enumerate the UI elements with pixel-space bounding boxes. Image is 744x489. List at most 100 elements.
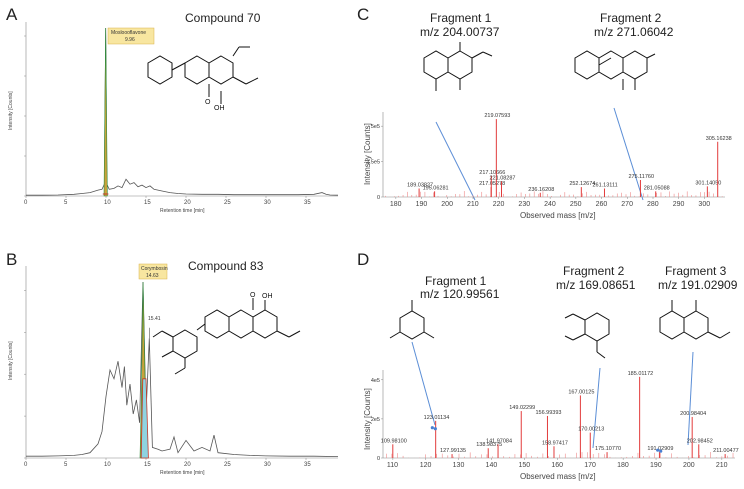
panel-b-xlabel: Retention time [min] xyxy=(160,470,205,476)
x-tick-label: 210 xyxy=(467,201,479,208)
peak-label: 236.16208 xyxy=(528,187,554,193)
panel-b-letter: B xyxy=(6,250,17,269)
peak-label: 109.98100 xyxy=(381,438,407,444)
panel-c-letter: C xyxy=(357,5,369,24)
peak-label: 202.98452 xyxy=(687,438,713,444)
panel-d-frag3-line2: m/z 191.02909 xyxy=(658,278,738,292)
fragment-marker xyxy=(430,426,434,430)
x-tick-label: 35 xyxy=(304,200,311,206)
x-tick-label: 5 xyxy=(64,462,68,468)
panel-c-frag2-line2: m/z 271.06042 xyxy=(594,25,674,39)
panel-a-callout-rt: 9.96 xyxy=(125,37,135,43)
panel-c-frag2-line1: Fragment 2 xyxy=(600,11,662,25)
peak-label: 138.98375 xyxy=(476,442,502,448)
peak-label: 167.00125 xyxy=(568,389,594,395)
panel-b-ylabel: Intensity [Counts] xyxy=(8,341,14,380)
panel-c-y-ticks: 0 2.5e5 5e5 xyxy=(366,124,383,201)
panel-d-frag3-line1: Fragment 3 xyxy=(665,264,727,278)
peak-label: 281.05088 xyxy=(644,185,670,191)
panel-c-frag1-line2: m/z 204.00737 xyxy=(420,25,500,39)
x-tick-label: 25 xyxy=(224,200,231,206)
panel-c-fragment1-pointer xyxy=(435,121,476,201)
x-tick-label: 190 xyxy=(650,462,662,469)
panel-b-structure xyxy=(152,298,301,375)
panel-a-axes: 0 5 10 15 20 25 30 35 xyxy=(24,22,338,206)
panel-a-x-ticks: 0 5 10 15 20 25 30 35 xyxy=(24,196,311,206)
x-tick-label: 120 xyxy=(420,462,432,469)
panel-a-y-gridticks xyxy=(24,35,26,197)
peak-label: 191.02909 xyxy=(647,446,673,452)
x-tick-label: 0 xyxy=(24,462,28,468)
x-tick-label: 10 xyxy=(104,462,111,468)
x-tick-label: 20 xyxy=(184,462,191,468)
panel-d-x-ticks: 110 120 130 140 150 160 170 180 190 200 210 xyxy=(387,458,728,469)
peak-label: 217.05278 xyxy=(479,181,505,187)
panel-c-xlabel: Observed mass [m/z] xyxy=(520,211,596,220)
y-tick-label: 2.5e5 xyxy=(366,160,380,166)
panel-b-axes: 0 5 10 15 20 25 30 35 xyxy=(24,266,338,468)
panel-d-fragment3-structure xyxy=(659,300,731,340)
panel-b-chromatogram xyxy=(26,281,339,459)
panel-c-ylabel: Intensity [Counts] xyxy=(363,123,372,185)
x-tick-label: 250 xyxy=(570,201,582,208)
x-tick-label: 130 xyxy=(453,462,465,469)
panel-d-spectrum: 109.98100 123.01134 127.99135 138.98375141.… xyxy=(381,371,739,458)
panel-c-fragment2-structure xyxy=(574,50,656,90)
peak-label: 123.01134 xyxy=(424,415,450,421)
panel-d-fragment1-pointer xyxy=(411,341,436,426)
peak-label: 185.01172 xyxy=(628,371,654,377)
x-tick-label: 30 xyxy=(264,200,271,206)
panel-a-letter: A xyxy=(6,5,18,24)
x-tick-label: 280 xyxy=(647,201,659,208)
panel-c-x-ticks: 180 190 200 210 220 230 240 250 260 270 280 290 300 xyxy=(390,197,710,208)
peak-label: 175.10770 xyxy=(595,446,621,452)
panel-c-fragment1-structure xyxy=(423,42,493,91)
panel-c-frag1-line1: Fragment 1 xyxy=(430,11,492,25)
fragment-marker xyxy=(433,427,437,431)
panel-a-ylabel: Intensity [Counts] xyxy=(8,91,14,130)
peak-label: 195.06281 xyxy=(423,185,449,191)
highlighted-peak xyxy=(103,27,108,197)
peak-label: 211.00477 xyxy=(713,448,739,454)
panel-c-axes: 0 2.5e5 5e5 180 190 200 210 220 230 240 250 260 270… xyxy=(366,112,725,208)
panel-a-chromatogram xyxy=(26,27,339,197)
panel-c: C Fragment 1 m/z 204.00737 Fragment 2 m/… xyxy=(357,5,732,220)
panel-a-oxo: O xyxy=(205,99,211,106)
x-tick-label: 30 xyxy=(264,462,271,468)
panel-d-xlabel: Observed mass [m/z] xyxy=(520,472,596,481)
x-tick-label: 260 xyxy=(596,201,608,208)
panel-b-callout-box xyxy=(138,263,168,280)
panel-b-x-ticks: 0 5 10 15 20 25 30 35 xyxy=(24,458,311,468)
x-tick-label: 150 xyxy=(518,462,530,469)
y-tick-label: 0 xyxy=(377,195,380,201)
x-tick-label: 240 xyxy=(544,201,556,208)
panel-a-callout: Mosloooflavone 9.96 xyxy=(107,27,155,45)
panel-d-ylabel: Intensity [Counts] xyxy=(363,388,372,450)
x-tick-label: 270 xyxy=(621,201,633,208)
x-tick-label: 300 xyxy=(698,201,710,208)
x-tick-label: 20 xyxy=(184,200,191,206)
x-tick-label: 190 xyxy=(416,201,428,208)
peak-label: 217.10666 xyxy=(479,170,505,176)
x-tick-label: 15 xyxy=(144,462,151,468)
peak-label: 200.98404 xyxy=(680,411,706,417)
panel-b: B Compound 83 0 5 10 15 20 25 30 35 Intensity [… xyxy=(6,250,339,476)
x-tick-label: 15 xyxy=(144,200,151,206)
x-tick-label: 0 xyxy=(24,200,28,206)
x-tick-label: 180 xyxy=(390,201,402,208)
y-tick-label: 0 xyxy=(377,456,380,462)
peak-label: 189.03827 xyxy=(407,183,433,189)
chromatogram-trace xyxy=(26,27,339,196)
peak-label: 149.02299 xyxy=(509,405,535,411)
y-tick-label: 4e5 xyxy=(371,378,380,384)
panel-d-letter: D xyxy=(357,250,369,269)
x-tick-label: 200 xyxy=(441,201,453,208)
peak-label: 275.11760 xyxy=(628,174,654,180)
panel-d-frag2-line2: m/z 169.08651 xyxy=(556,278,636,292)
panel-b-y-gridticks xyxy=(24,290,26,459)
panel-a-xlabel: Retention time [min] xyxy=(160,208,205,214)
y-tick-label: 2e5 xyxy=(371,417,380,423)
peak-label: 127.99135 xyxy=(440,448,466,454)
